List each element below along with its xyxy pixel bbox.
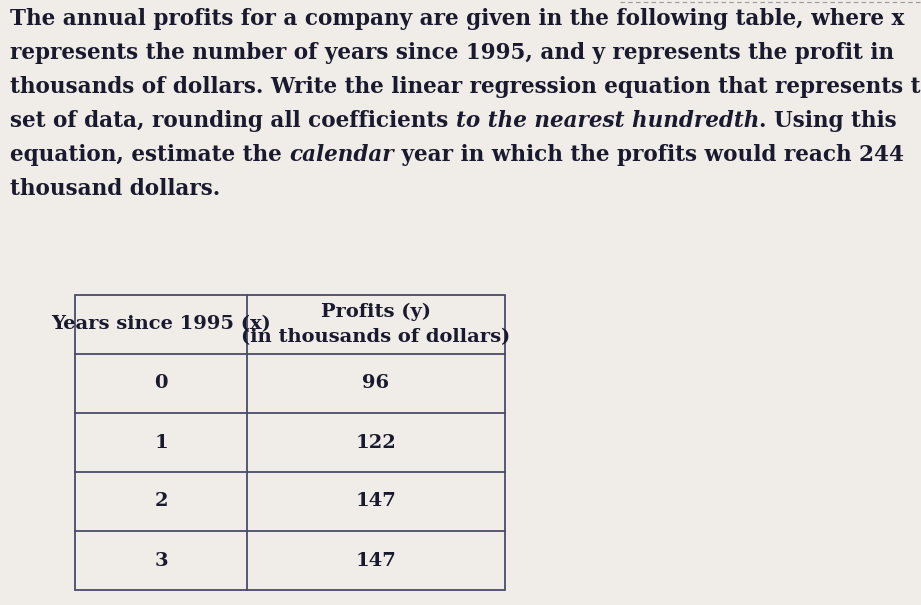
Text: year in which the profits would reach 244: year in which the profits would reach 24… bbox=[394, 144, 904, 166]
Text: Profits (y): Profits (y) bbox=[321, 302, 431, 321]
Text: 1: 1 bbox=[154, 434, 168, 451]
Text: thousand dollars.: thousand dollars. bbox=[10, 178, 220, 200]
Text: Years since 1995 (x): Years since 1995 (x) bbox=[52, 315, 271, 333]
Text: calendar: calendar bbox=[289, 144, 394, 166]
Text: 3: 3 bbox=[154, 552, 168, 569]
Text: 96: 96 bbox=[363, 374, 390, 393]
Text: represents the number of years since 1995, and y represents the profit in: represents the number of years since 199… bbox=[10, 42, 894, 64]
Text: equation, estimate the: equation, estimate the bbox=[10, 144, 289, 166]
Text: The annual profits for a company are given in the following table, where x: The annual profits for a company are giv… bbox=[10, 8, 904, 30]
Text: thousands of dollars. Write the linear regression equation that represents this: thousands of dollars. Write the linear r… bbox=[10, 76, 921, 98]
Text: 0: 0 bbox=[154, 374, 168, 393]
Text: to the nearest hundredth: to the nearest hundredth bbox=[456, 110, 759, 132]
Text: (in thousands of dollars): (in thousands of dollars) bbox=[241, 329, 510, 347]
Text: . Using this: . Using this bbox=[759, 110, 897, 132]
Text: 147: 147 bbox=[356, 492, 396, 511]
Text: 2: 2 bbox=[154, 492, 168, 511]
Bar bbox=[75, 295, 505, 590]
Text: 122: 122 bbox=[356, 434, 396, 451]
Text: set of data, rounding all coefficients: set of data, rounding all coefficients bbox=[10, 110, 456, 132]
Text: 147: 147 bbox=[356, 552, 396, 569]
